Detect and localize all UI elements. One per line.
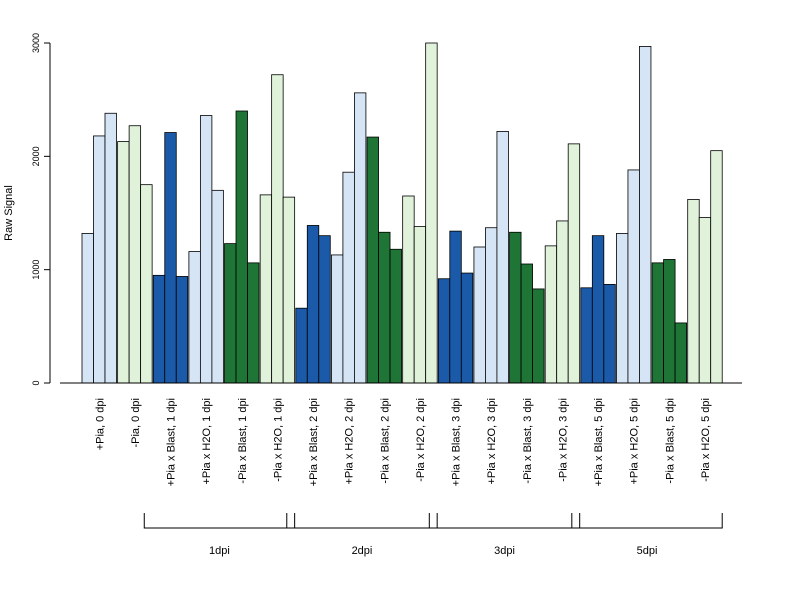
bar-1-2 [140,184,153,384]
bar-4-1 [235,110,248,384]
bar-11-1 [485,227,498,384]
group-bracket-0 [143,513,296,529]
bar-16-0 [651,262,664,384]
x-tick-label-12: -Pia x Blast, 3 dpi [522,398,534,484]
x-tick-label-9: -Pia x H2O, 2 dpi [415,398,427,482]
x-tick-label-16: -Pia x Blast, 5 dpi [664,398,676,484]
bar-0-1 [93,135,106,384]
x-tick-label-11: +Pia x H2O, 3 dpi [486,398,498,485]
bar-7-0 [331,254,344,384]
bar-11-2 [496,130,509,384]
bar-17-1 [698,217,712,384]
y-tick-label-2: 2000 [31,146,41,166]
bar-4-2 [247,262,260,384]
x-tick-label-13: -Pia x H2O, 3 dpi [557,398,569,482]
x-tick-label-1: -Pia, 0 dpi [130,398,142,448]
x-tick-label-3: +Pia x H2O, 1 dpi [201,398,213,485]
y-tick-label-1: 1000 [31,260,41,280]
group-label-0: 1dpi [209,545,230,557]
group-bracket-2 [428,513,581,529]
bar-2-2 [175,276,189,384]
x-tick-label-17: -Pia x H2O, 5 dpi [700,398,712,482]
bar-13-1 [556,220,569,384]
bar-14-1 [591,235,605,384]
bar-9-1 [413,226,427,384]
bar-13-2 [567,143,581,384]
bar-9-2 [425,42,438,384]
bar-14-0 [580,287,593,384]
bar-8-0 [366,136,379,384]
group-label-3: 5dpi [637,545,658,557]
x-tick-label-6: +Pia x Blast, 2 dpi [308,398,320,486]
group-bracket-3 [571,513,723,529]
bar-6-2 [318,235,331,384]
x-tick-label-2: +Pia x Blast, 1 dpi [166,398,178,486]
bar-12-2 [532,288,545,384]
bar-15-1 [627,169,640,384]
bar-0-0 [81,232,94,384]
bar-6-0 [295,307,308,384]
bar-8-2 [389,248,402,384]
x-tick-label-5: -Pia x H2O, 1 dpi [272,398,284,482]
bar-4-0 [224,243,237,384]
bar-16-1 [663,259,676,384]
bar-5-1 [271,74,284,384]
x-tick-labels: +Pia, 0 dpi -Pia, 0 dpi +Pia x Blast, 1 dp… [94,398,712,486]
bar-8-1 [378,231,391,384]
bar-10-0 [437,278,451,384]
bar-16-2 [674,322,687,384]
bar-3-1 [199,115,213,384]
bar-10-1 [449,230,462,384]
bar-12-0 [509,231,522,384]
x-tick-label-0: +Pia, 0 dpi [94,398,106,450]
bar-3-2 [211,189,224,384]
bar-0-2 [104,112,117,384]
bar-17-2 [710,150,723,384]
x-tick-label-7: +Pia x H2O, 2 dpi [344,398,356,485]
x-tick-label-4: -Pia x Blast, 1 dpi [237,398,249,484]
y-tick-label-0: 0 [31,380,41,385]
y-axis-label: Raw Signal [3,185,15,241]
bar-11-0 [473,246,486,384]
bars [81,42,723,384]
x-tick-label-10: +Pia x Blast, 3 dpi [451,398,463,486]
bar-12-1 [520,263,533,384]
group-label-2: 3dpi [494,545,515,557]
x-tick-label-14: +Pia x Blast, 5 dpi [593,398,605,486]
bar-9-0 [402,195,415,384]
bar-2-0 [152,274,166,384]
x-tick-label-15: +Pia x H2O, 5 dpi [629,398,641,485]
bar-14-2 [603,283,616,384]
group-bracket-1 [286,513,438,529]
y-axis: 0 1000 2000 3000 [31,33,51,386]
y-tick-label-3: 3000 [31,33,41,53]
bar-6-1 [306,225,320,384]
bar-7-2 [354,92,367,384]
bar-13-0 [544,245,558,384]
group-brackets: 1dpi 2dpi 3dpi 5dpi [143,513,723,557]
bar-2-1 [164,132,177,384]
bar-5-2 [282,196,296,384]
bar-10-2 [460,272,474,384]
group-label-1: 2dpi [352,545,373,557]
bar-7-1 [342,171,355,384]
bar-1-0 [117,141,130,384]
x-tick-label-8: -Pia x Blast, 2 dpi [379,398,391,484]
bar-17-0 [687,198,700,384]
bar-15-0 [616,232,629,384]
bar-5-0 [259,194,273,384]
bar-15-2 [639,46,652,384]
bar-3-0 [188,251,201,384]
bar-1-1 [128,125,142,384]
